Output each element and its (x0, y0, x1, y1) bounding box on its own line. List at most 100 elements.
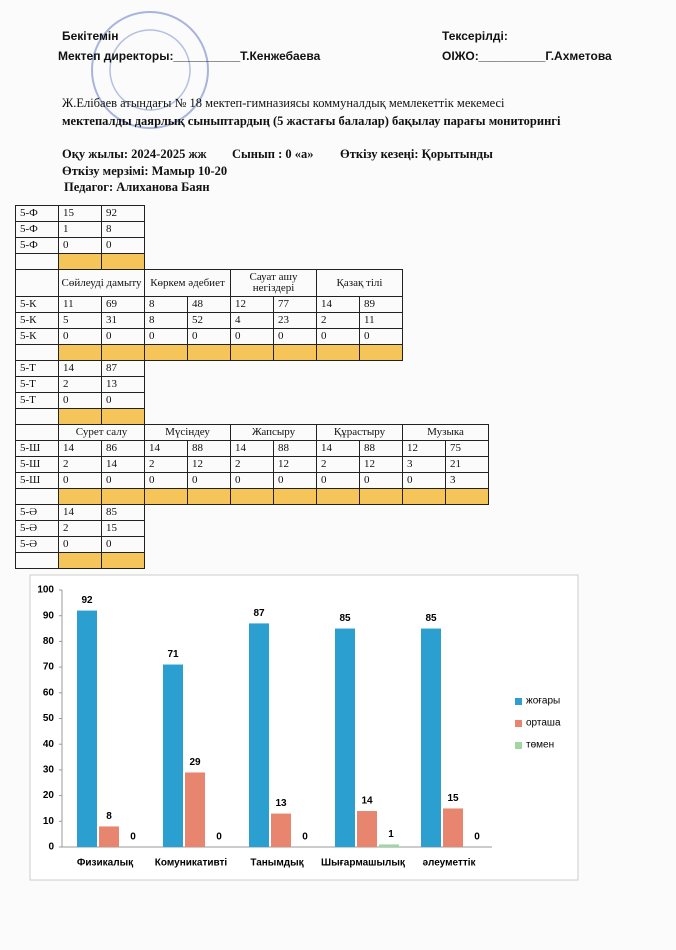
legend-swatch (515, 742, 522, 749)
data-row: 5-Ә 2 15 (15, 520, 145, 537)
data-row: 5-Ә 14 85 (15, 504, 145, 521)
cell: 5-Ф (15, 205, 59, 222)
cell: 0 (316, 472, 360, 489)
value-label: 13 (275, 798, 287, 809)
data-row: 5-Ә 0 0 (15, 536, 145, 553)
teacher: Педагог: Алиханова Баян (64, 180, 210, 194)
cell: 5-Т (15, 360, 59, 377)
data-row: 5-Ф 1 8 (15, 221, 145, 238)
cell: 2 (230, 456, 274, 473)
percent-cell (230, 488, 274, 505)
cell: 12 (230, 296, 274, 313)
percent-cell (101, 488, 145, 505)
data-row: 5-Ф 0 0 (15, 237, 145, 254)
percent-cell (316, 488, 360, 505)
cell: 14 (230, 440, 274, 457)
y-tick-label: 20 (43, 790, 55, 801)
percent-cell (58, 344, 102, 361)
cell: 0 (58, 392, 102, 409)
cell: 5-К (15, 328, 59, 345)
value-label: 85 (425, 613, 437, 624)
cell: 75 (445, 440, 489, 457)
bar (185, 772, 205, 847)
cell: 12 (359, 456, 403, 473)
cell: 1 (58, 221, 102, 238)
value-label: 85 (339, 613, 351, 624)
value-label: 8 (106, 811, 112, 822)
bar (271, 813, 291, 847)
cell: 0 (101, 237, 145, 254)
legend-label: төмен (526, 740, 554, 751)
cell: 5-Ш (15, 456, 59, 473)
cell: 0 (101, 392, 145, 409)
bar (249, 623, 269, 847)
percent-cell (15, 253, 59, 270)
data-row: 5-Т 2 13 (15, 376, 145, 393)
cell: 21 (445, 456, 489, 473)
tables: 5-Ф 15 92 5-Ф 1 8 5-Ф 0 0 Сөйлеуді дамыту Көркем ә… (15, 205, 489, 569)
data-row: 5-Т 0 0 (15, 392, 145, 409)
percent-cell (273, 488, 317, 505)
percent-row (15, 552, 145, 569)
value-label: 14 (361, 796, 373, 807)
year: Оқу жылы: 2024-2025 жж (62, 147, 207, 161)
cell: 14 (316, 296, 360, 313)
value-label: 87 (253, 608, 265, 619)
cell: 3 (445, 472, 489, 489)
cell: 13 (101, 376, 145, 393)
bar (99, 826, 119, 847)
chart-frame (29, 574, 579, 881)
percent-cell (359, 344, 403, 361)
header-cell: Музыка (402, 424, 489, 441)
cell: 48 (187, 296, 231, 313)
value-label: 0 (302, 832, 308, 843)
corner-cell (15, 269, 59, 297)
cell: 0 (359, 472, 403, 489)
percent-row (15, 253, 145, 270)
header-row: Сөйлеуді дамыту Көркем әдебиет Сауат ашу н… (15, 269, 403, 297)
data-row: 5-Ш 2 14 2 12 2 12 2 12 3 21 (15, 456, 489, 473)
percent-cell (58, 488, 102, 505)
percent-row (15, 344, 403, 361)
y-tick-label: 40 (43, 739, 55, 750)
cell: 0 (402, 472, 446, 489)
percent-cell (58, 552, 102, 569)
cell: 12 (402, 440, 446, 457)
y-tick-label: 70 (43, 662, 55, 673)
percent-cell (144, 344, 188, 361)
cell: 5-Ф (15, 221, 59, 238)
cell: 5 (58, 312, 102, 329)
approved: Бекітемін (62, 29, 119, 43)
percent-cell (402, 488, 446, 505)
percent-cell (445, 488, 489, 505)
y-tick-label: 90 (43, 610, 55, 621)
cell: 2 (316, 312, 360, 329)
cell: 0 (101, 472, 145, 489)
legend-label: орташа (526, 718, 561, 729)
y-tick-label: 60 (43, 687, 55, 698)
percent-cell (316, 344, 360, 361)
value-label: 0 (130, 832, 136, 843)
value-label: 15 (447, 793, 459, 804)
data-row: 5-К 11 69 8 48 12 77 14 89 (15, 296, 403, 313)
data-row: 5-Ш 0 0 0 0 0 0 0 0 0 3 (15, 472, 489, 489)
cell: 0 (316, 328, 360, 345)
cell: 0 (58, 536, 102, 553)
ojo: ОІЖО:__________Г.Ахметова (442, 49, 612, 63)
value-label: 1 (388, 829, 394, 840)
cell: 0 (144, 472, 188, 489)
bar (335, 628, 355, 847)
percent-cell (273, 344, 317, 361)
y-tick-label: 0 (48, 842, 54, 853)
cell: 2 (58, 456, 102, 473)
data-table: 5-Ф 15 92 5-Ф 1 8 5-Ф 0 0 (15, 205, 145, 270)
cell: 5-К (15, 312, 59, 329)
cell: 11 (58, 296, 102, 313)
cell: 89 (359, 296, 403, 313)
value-label: 0 (216, 832, 222, 843)
header-cell: Көркем әдебиет (144, 269, 231, 297)
cell: 88 (359, 440, 403, 457)
header-cell: Жапсыру (230, 424, 317, 441)
cell: 5-Ш (15, 472, 59, 489)
